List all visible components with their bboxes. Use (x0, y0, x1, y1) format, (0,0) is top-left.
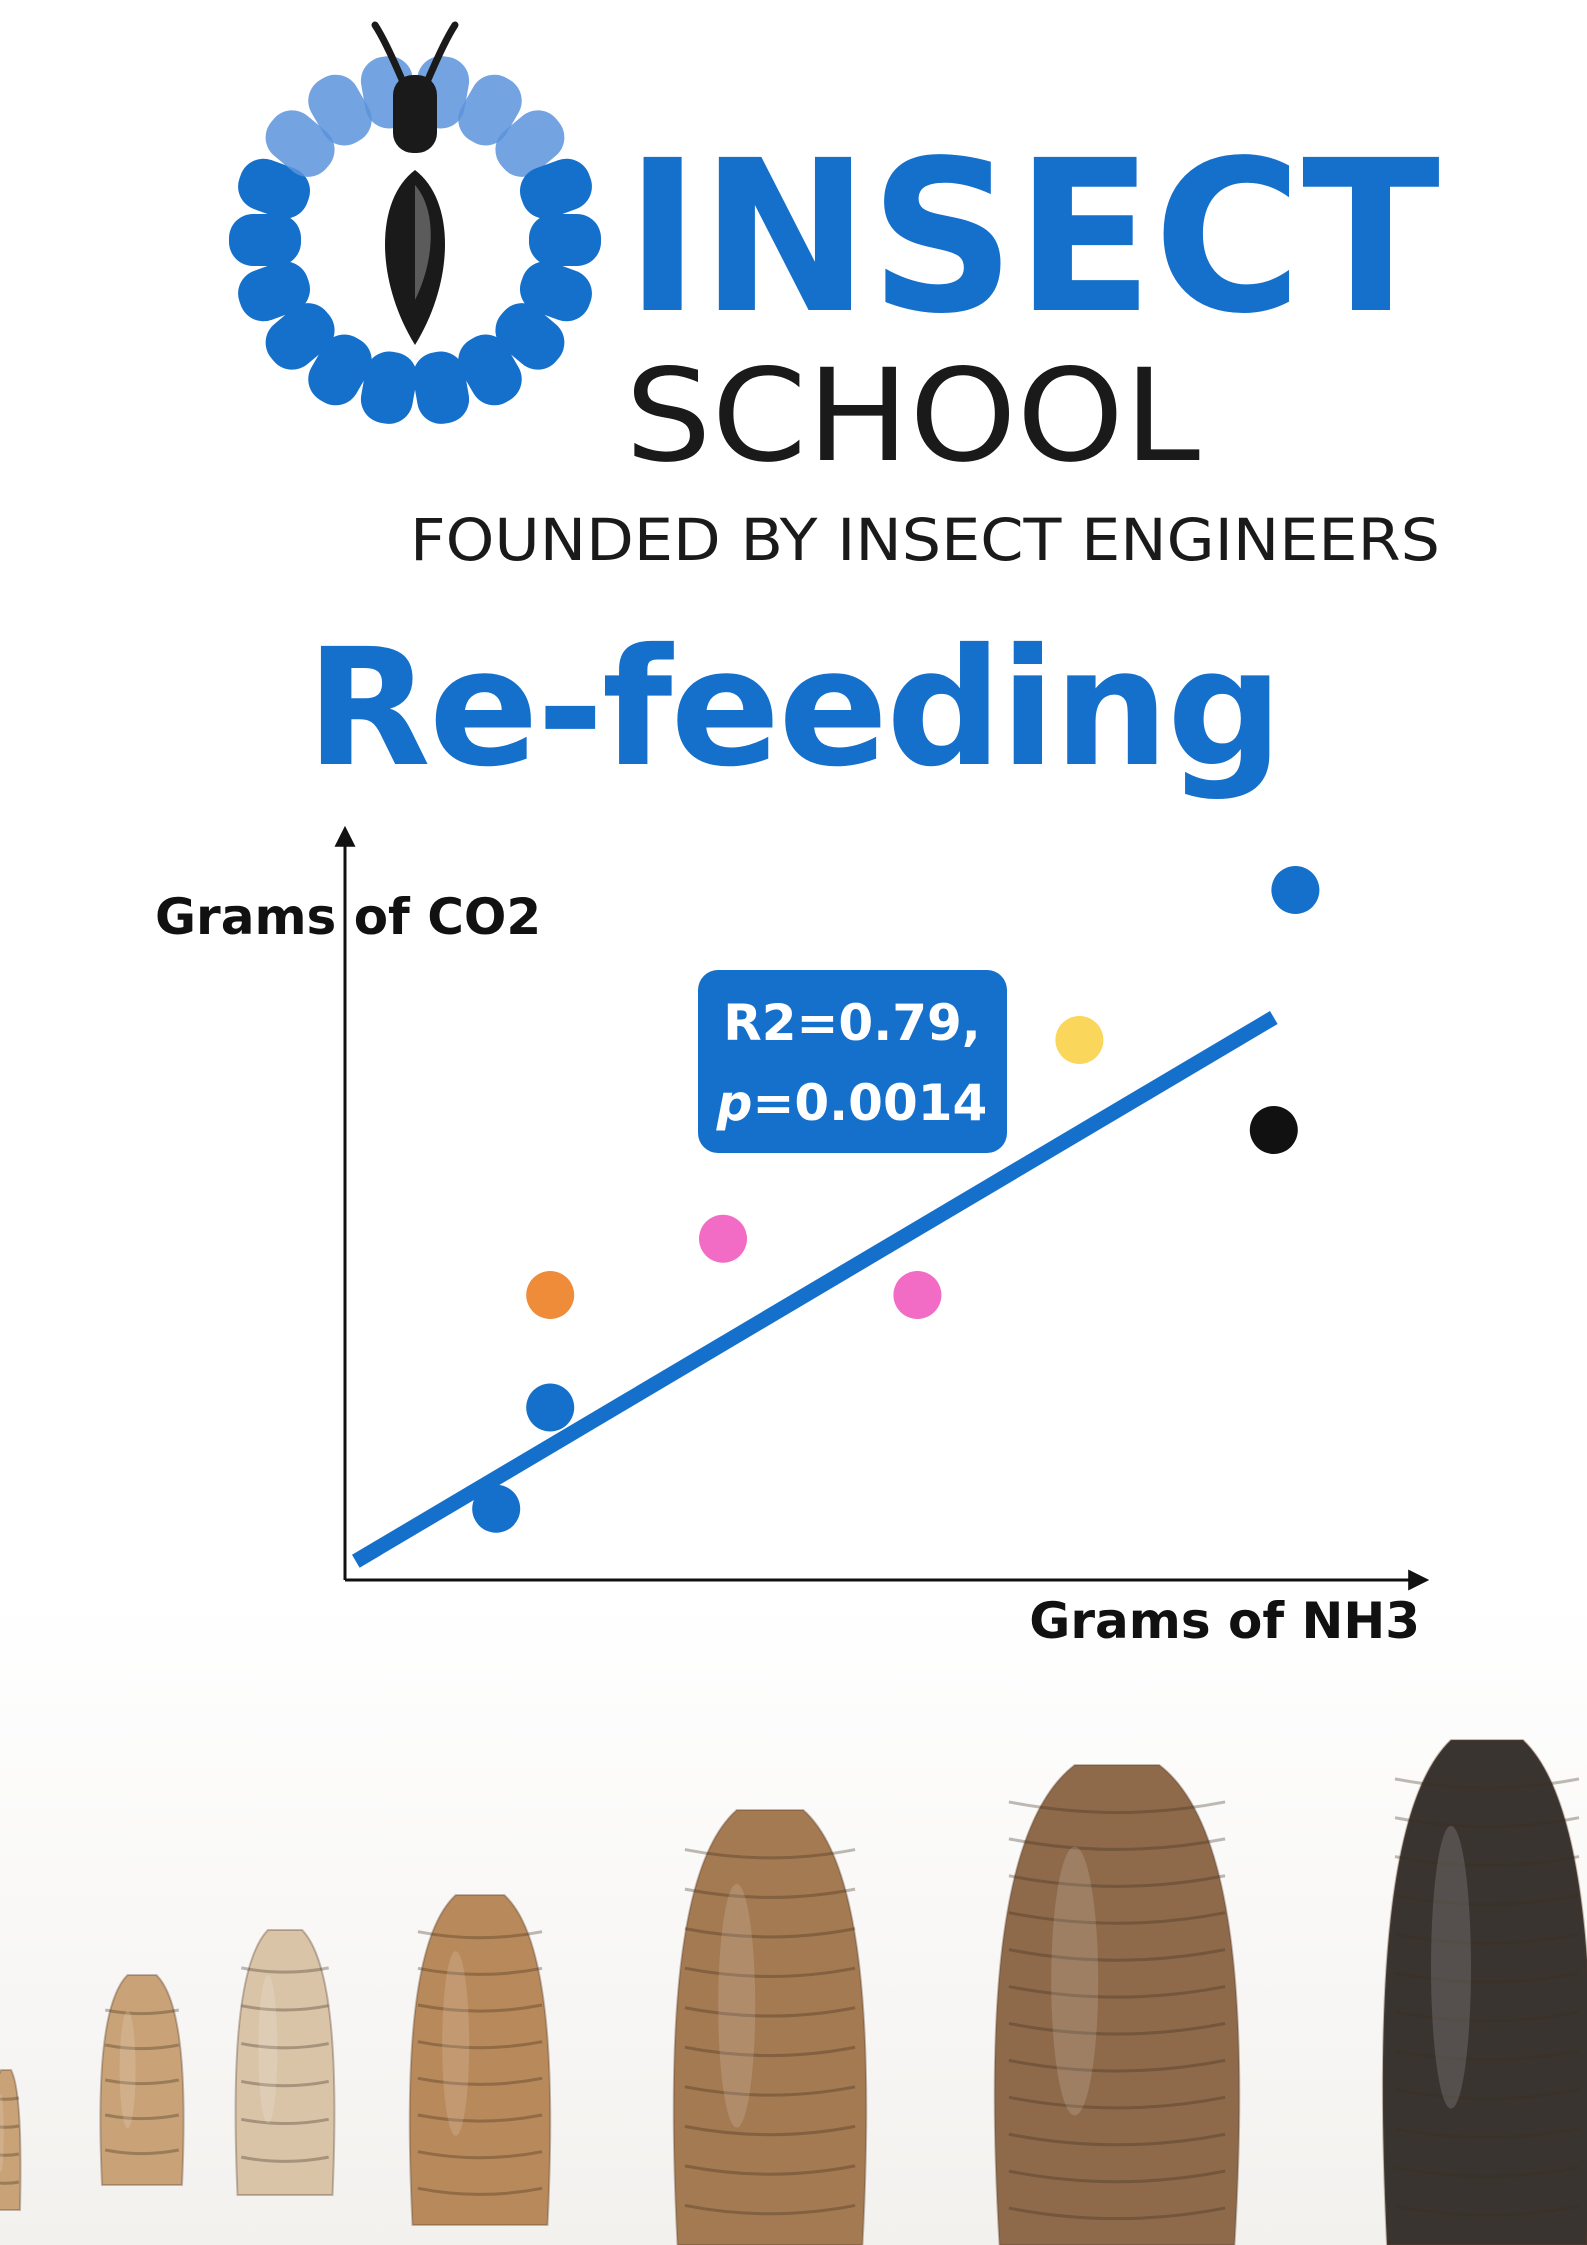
stats-annotation: R2=0.79, p=0.0014 (698, 970, 1007, 1153)
stats-r2-label: R2=0.79, (723, 994, 981, 1052)
data-point-2 (526, 1383, 575, 1432)
larva-4 (408, 1894, 552, 2226)
brand-name-school: SCHOOL (625, 342, 1200, 491)
larva-3 (234, 1929, 336, 2196)
logo-petal (265, 110, 335, 177)
data-point-4 (699, 1214, 747, 1263)
y-axis-title: Grams of CO2 (155, 888, 541, 946)
logo-petal (308, 74, 372, 146)
fit-line (351, 1011, 1278, 1568)
stats-badge (698, 970, 1007, 1153)
larvae-growth-stages-icon (0, 1739, 1587, 2245)
logo-petal (412, 351, 470, 424)
x-axis-title: Grams of NH3 (1029, 1592, 1420, 1650)
logo-petal (360, 351, 418, 424)
larva-7 (1381, 1739, 1587, 2245)
antenna (423, 21, 459, 86)
stats-p-label: p=0.0014 (716, 1074, 988, 1132)
logo-petal (229, 214, 301, 266)
brand-name-insect: INSECT (625, 115, 1440, 360)
logo-petal (265, 303, 335, 370)
insect-wing (415, 185, 431, 300)
data-point-7 (1249, 1106, 1298, 1154)
logo-petal (238, 261, 311, 322)
logo-petal (495, 110, 565, 177)
insect-head (393, 75, 437, 153)
logo-petal (529, 214, 601, 266)
logo-petal (458, 334, 522, 406)
larva-5 (672, 1809, 868, 2245)
data-point-5 (893, 1271, 942, 1319)
data-point-3 (526, 1271, 575, 1319)
page-title: Re-feeding (306, 615, 1283, 803)
antenna (371, 21, 407, 86)
points-layer (472, 866, 1320, 1533)
scatter-chart: Grams of CO2 Grams of NH3 R2=0.79, p=0.0… (155, 825, 1430, 1650)
logo-petal (519, 261, 592, 322)
data-point-6 (1055, 1016, 1104, 1064)
brand-logo: INSECT SCHOOL FOUNDED BY INSECT ENGINEER… (229, 21, 1440, 570)
insect-sun-logo-icon (229, 21, 601, 424)
larva-6 (993, 1764, 1241, 2245)
logo-petal (238, 158, 311, 219)
brand-tagline: FOUNDED BY INSECT ENGINEERS (410, 506, 1440, 570)
logo-petal (519, 158, 592, 219)
larva-1 (0, 2069, 22, 2211)
logo-petal (458, 74, 522, 146)
logo-petal (308, 334, 372, 406)
fit-line-layer (351, 1011, 1278, 1568)
larva-2 (99, 1974, 185, 2186)
data-point-8 (1271, 866, 1320, 914)
larvae-illustration (0, 1600, 1587, 2245)
data-point-1 (472, 1484, 521, 1533)
logo-petal (495, 303, 565, 370)
